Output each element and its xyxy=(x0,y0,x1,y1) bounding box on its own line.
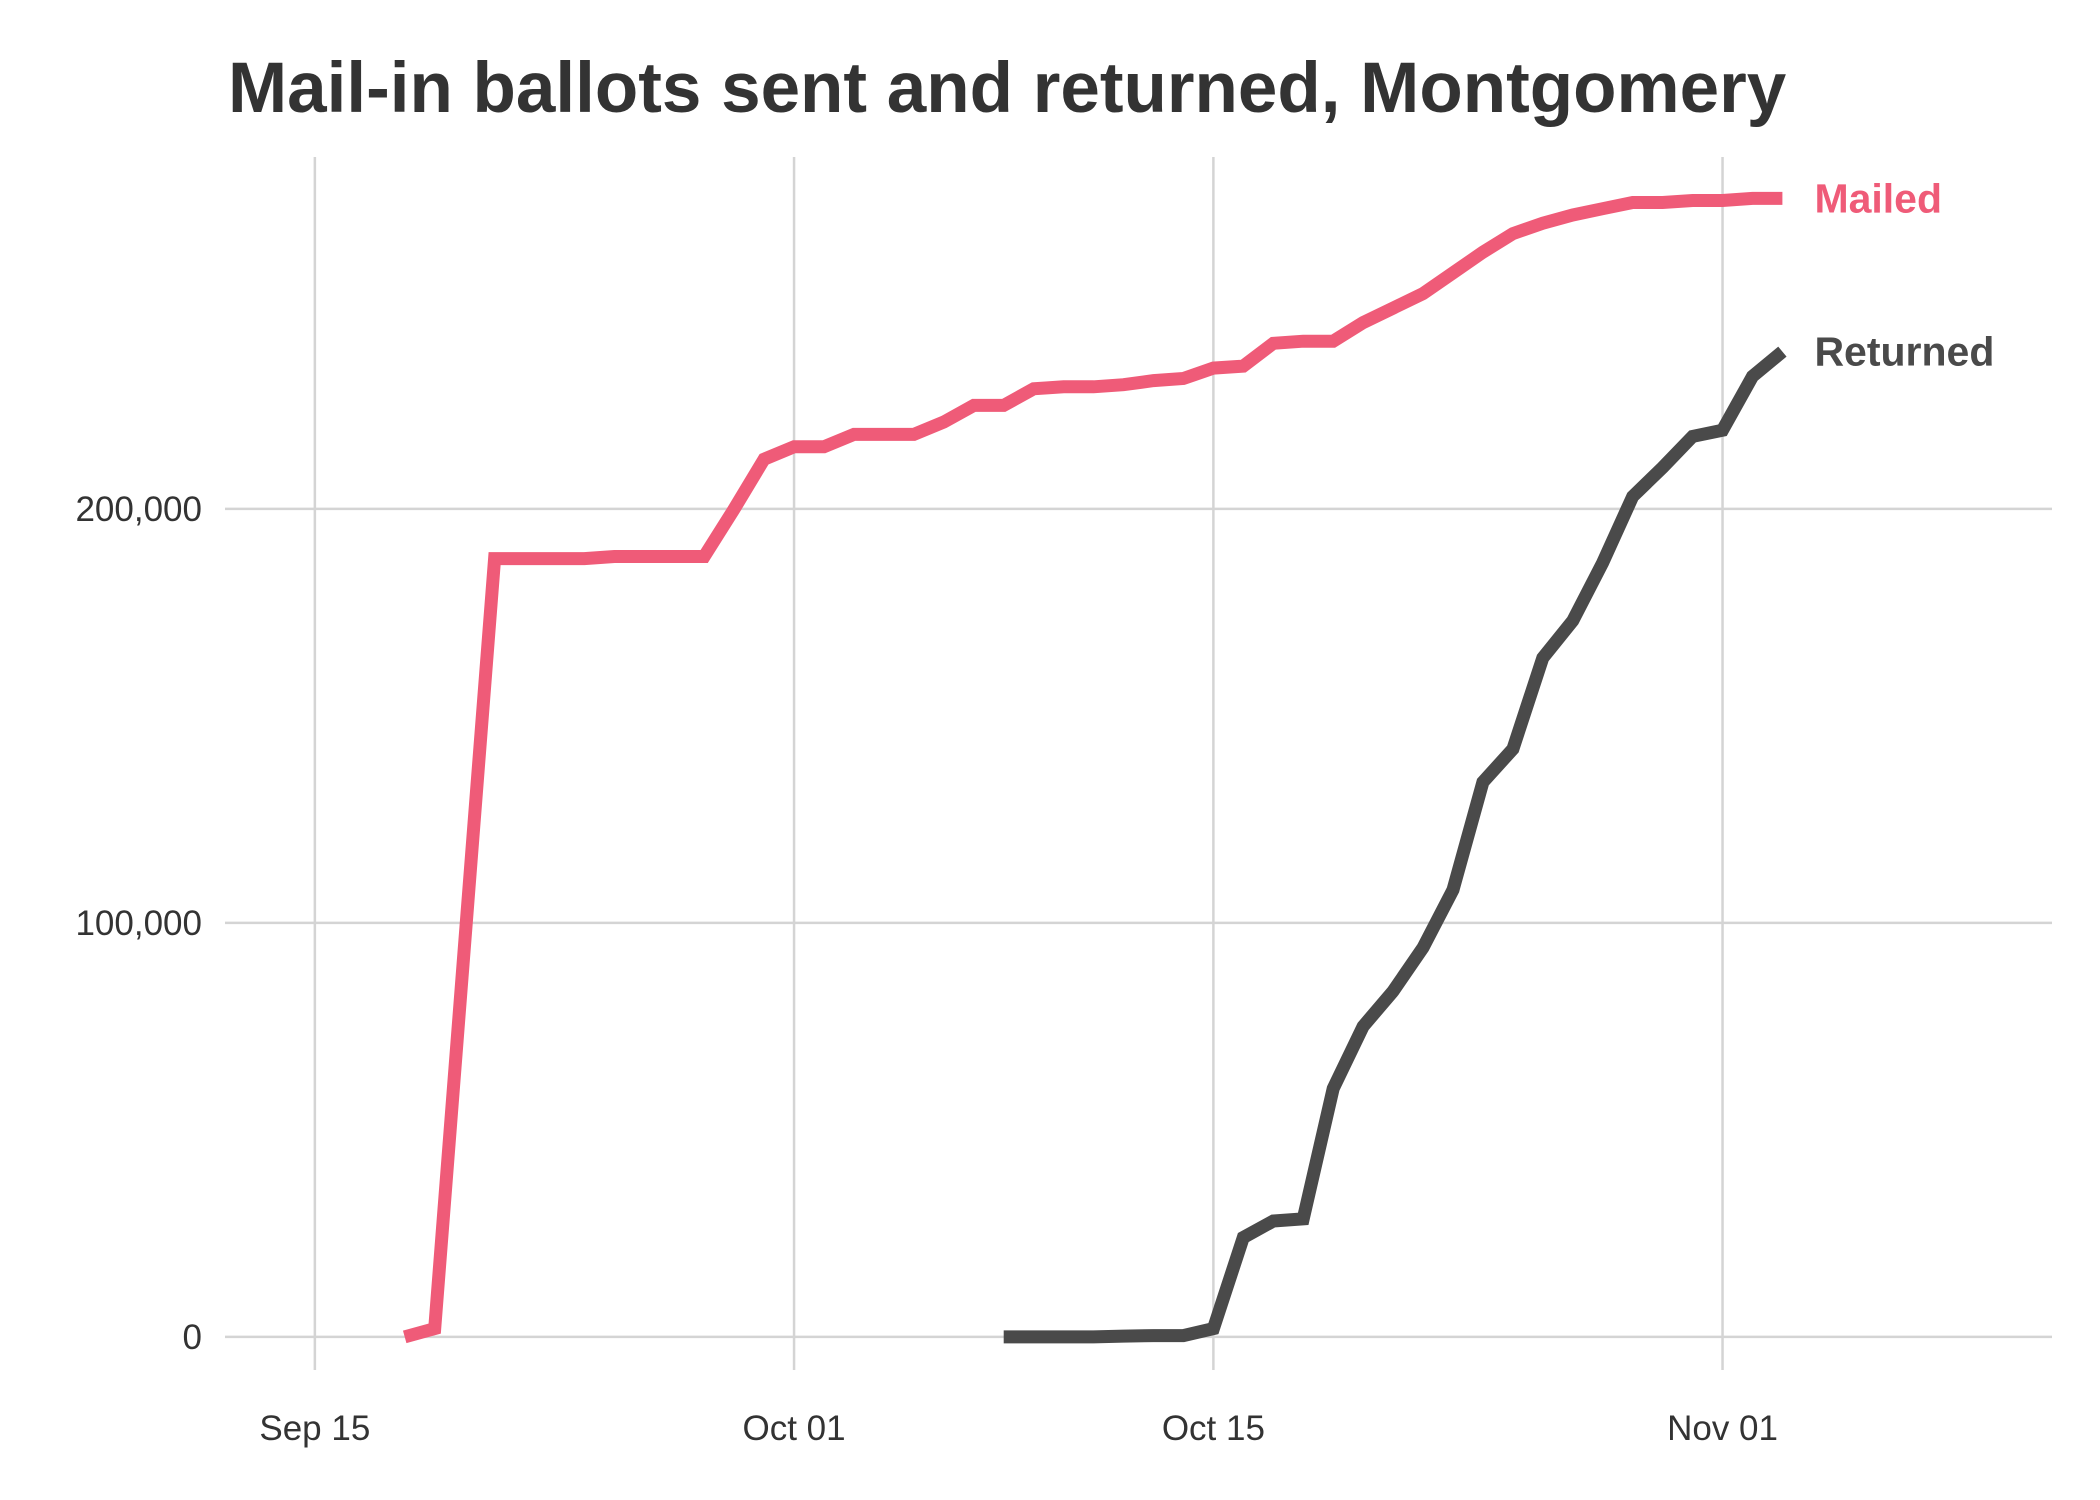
y-axis-tick-labels: 0 100,000 200,000 xyxy=(75,490,202,1357)
x-axis-tick-labels: Sep 15 Oct 01 Oct 15 Nov 01 xyxy=(259,1409,1778,1448)
series-line-returned xyxy=(1003,346,1787,1344)
y-tick-label: 200,000 xyxy=(75,490,202,529)
x-tick-label: Nov 01 xyxy=(1667,1409,1778,1448)
series-line-mailed xyxy=(402,191,1783,1344)
y-gridlines xyxy=(225,507,2052,1339)
y-tick-label: 100,000 xyxy=(75,904,202,943)
x-gridlines xyxy=(313,157,1724,1370)
chart-title: Mail-in ballots sent and returned, Montg… xyxy=(228,49,1787,128)
series-direct-labels: Mailed Returned xyxy=(1814,175,1994,374)
series-label-mailed: Mailed xyxy=(1814,175,1942,221)
x-tick-label: Sep 15 xyxy=(259,1409,370,1448)
x-tick-label: Oct 15 xyxy=(1162,1409,1265,1448)
x-tick-label: Oct 01 xyxy=(743,1409,846,1448)
series-lines xyxy=(402,191,1787,1344)
y-tick-label: 0 xyxy=(183,1318,202,1357)
series-label-returned: Returned xyxy=(1814,329,1994,375)
